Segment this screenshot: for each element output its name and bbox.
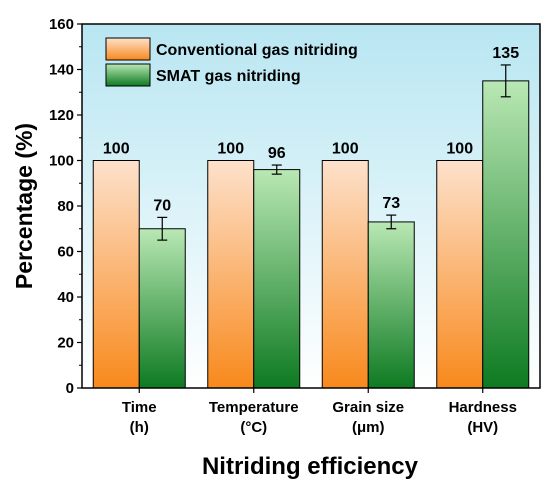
y-tick-label-5: 100	[49, 153, 74, 170]
y-tick-label-4: 80	[57, 198, 74, 215]
y-tick-label-7: 140	[49, 62, 74, 79]
bar-smat-1	[253, 169, 301, 389]
x-tick-label-3-1: (HV)	[467, 419, 498, 436]
data-label-smat-2: 73	[382, 195, 400, 212]
x-tick-label-2-0: Grain size	[332, 399, 404, 416]
data-label-smat-1: 96	[268, 145, 286, 162]
y-tick-label-2: 40	[57, 289, 74, 306]
legend-swatch-smat	[105, 63, 151, 87]
x-axis-title: Nitriding efficiency	[202, 453, 419, 480]
y-axis-title: Percentage (%)	[11, 123, 37, 289]
y-tick-label-1: 20	[57, 335, 74, 352]
data-label-smat-0: 70	[153, 197, 171, 214]
data-labels: 100 70 100 96 100 73 100 135	[103, 45, 519, 214]
axes: Time (h) Temperature (°C) Grain size (μm) Hard…	[49, 16, 517, 436]
bar-smat-0	[138, 228, 186, 389]
bar-conventional-0	[92, 160, 140, 389]
y-tick-label-6: 120	[49, 107, 74, 124]
x-tick-label-0-0: Time	[122, 399, 157, 416]
bar-conventional-3	[436, 160, 484, 389]
bar-smat-3	[482, 80, 530, 389]
x-tick-label-1-0: Temperature	[209, 399, 299, 416]
bar-smat-2	[367, 221, 415, 389]
data-label-smat-3: 135	[492, 45, 519, 62]
y-tick-label-3: 60	[57, 244, 74, 261]
x-tick-label-2-1: (μm)	[352, 419, 385, 436]
x-tick-label-0-1: (h)	[130, 419, 149, 436]
legend: Conventional gas nitriding SMAT gas nitr…	[105, 37, 358, 87]
legend-label-conventional: Conventional gas nitriding	[156, 42, 358, 59]
data-label-conventional-1: 100	[217, 141, 244, 158]
x-tick-label-1-1: (°C)	[240, 419, 267, 436]
legend-label-smat: SMAT gas nitriding	[156, 68, 301, 85]
y-tick-label-8: 160	[49, 16, 74, 33]
data-label-conventional-2: 100	[332, 141, 359, 158]
data-label-conventional-3: 100	[446, 141, 473, 158]
data-label-conventional-0: 100	[103, 141, 130, 158]
bars	[92, 64, 530, 389]
x-tick-label-3-0: Hardness	[449, 399, 517, 416]
bar-conventional-1	[207, 160, 255, 389]
y-tick-label-0: 0	[66, 380, 74, 397]
legend-swatch-conventional	[105, 37, 151, 61]
bar-conventional-2	[321, 160, 369, 389]
